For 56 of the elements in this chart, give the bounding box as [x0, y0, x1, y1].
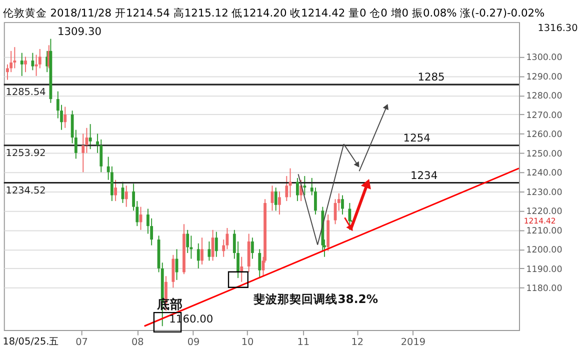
candlestick [208, 240, 211, 262]
y-tick-label: 1270.00 [526, 110, 562, 121]
y-tick-label: 1190.00 [526, 264, 562, 275]
ref-line-label: 1285.54 [6, 87, 46, 98]
ref-line-label: 1234.52 [6, 185, 46, 196]
y-tick-label: 1250.00 [526, 149, 562, 160]
y-tick-label: 1230.00 [526, 188, 562, 198]
candlestick [285, 176, 288, 202]
x-tick-label: 11 [297, 336, 310, 348]
x-tick-label: 07 [76, 336, 88, 348]
y-tick-label: 1240.00 [526, 168, 562, 179]
chart-title: 伦敦黄金 2018/11/28 开1214.54 高1215.12 低1214.20 收1214.42 量0 仓0 增0 振0.08% 涨(-0.27)-0.02% [2, 6, 545, 20]
x-tick-label: 10 [241, 336, 254, 348]
candlestick [214, 231, 218, 258]
text: 1316.30 [538, 22, 578, 34]
candlestick [274, 187, 278, 212]
y-tick-label: 1290.00 [526, 72, 562, 82]
text: 1214.42 [524, 216, 556, 226]
candlestick [31, 52, 34, 71]
candlestick [13, 46, 16, 69]
candlestick [250, 237, 254, 260]
annotation: 1309.30 [57, 24, 102, 38]
candlestick [341, 194, 344, 216]
y-tick-label: 1220.00 [526, 207, 562, 218]
candlestick [24, 56, 27, 73]
candlestick [200, 237, 204, 266]
annotation: 斐波那契回调线38.2% [254, 292, 378, 306]
candlestick [114, 179, 117, 202]
y-tick-label: 1260.00 [526, 130, 562, 140]
candlestick [124, 185, 128, 208]
candlestick [258, 248, 262, 279]
annotation: 1254 [403, 132, 431, 145]
candlestick [196, 242, 200, 269]
y-tick-label: 1200.00 [526, 246, 562, 256]
candlestick [303, 176, 306, 196]
y-tick-label: 1210.00 [526, 226, 562, 236]
y-tick-label: 1280.00 [526, 92, 562, 102]
candlestick [88, 124, 92, 150]
candlestick [296, 177, 299, 202]
x-tick-label: 09 [187, 336, 200, 348]
candlestick [211, 229, 214, 262]
annotation: 1285 [418, 70, 445, 84]
ref-line-label: 1253.92 [6, 148, 46, 160]
annotation: 1234 [410, 168, 438, 182]
x-tick-label: 2019 [400, 336, 426, 348]
x-tick-label: 08 [131, 336, 144, 348]
y-tick-label: 1180.00 [526, 284, 562, 294]
candlestick [172, 254, 175, 288]
candlestick [64, 106, 67, 128]
candlestick [20, 52, 24, 76]
y-tick-label: 1300.00 [526, 53, 562, 64]
text: 18/05/25.五 [2, 336, 60, 348]
x-tick-label: 12 [351, 336, 364, 348]
candlestick [34, 54, 38, 76]
candlestick [278, 190, 281, 216]
candlestick [240, 256, 244, 282]
